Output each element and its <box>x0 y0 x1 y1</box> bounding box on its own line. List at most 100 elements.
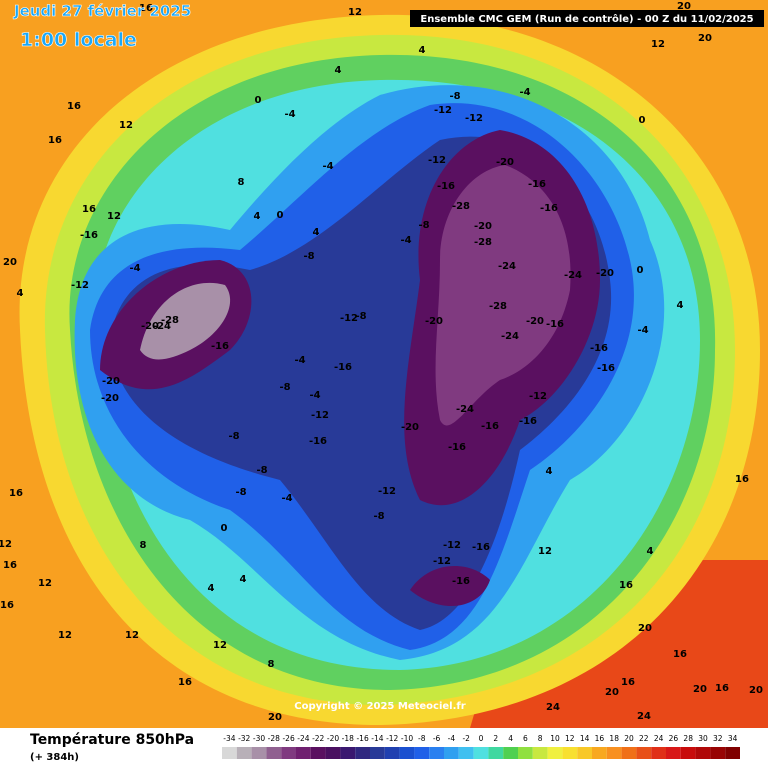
contour-label: -16 <box>452 576 470 587</box>
legend-lead: (+ 384h) <box>30 752 79 763</box>
colorbar-cell <box>666 747 681 759</box>
colorbar-label: -2 <box>462 734 470 743</box>
contour-label: -12 <box>443 540 461 551</box>
colorbar-cell <box>621 747 637 759</box>
date: Jeudi 27 février 2025 <box>13 2 191 20</box>
contour-label: 24 <box>546 702 560 713</box>
contour-label: 20 <box>677 1 691 12</box>
contour-label: 4 <box>240 574 247 585</box>
colorbar-cell <box>384 747 400 759</box>
contour-label: -8 <box>228 431 239 442</box>
contour-label: -20 <box>496 157 514 168</box>
contour-label: 12 <box>38 578 52 589</box>
contour-label: -4 <box>284 109 295 120</box>
contour-label: 16 <box>673 649 687 660</box>
colorbar-label: 22 <box>639 734 649 743</box>
contour-label: -8 <box>449 91 460 102</box>
contour-label: 16 <box>82 204 96 215</box>
contour-label: 4 <box>335 65 342 76</box>
contour-label: -4 <box>129 263 140 274</box>
contour-label: -8 <box>303 251 314 262</box>
contour-label: 12 <box>0 539 12 550</box>
contour-label: -24 <box>501 331 519 342</box>
contour-label: 20 <box>693 684 707 695</box>
contour-label: -12 <box>428 155 446 166</box>
colorbar-label: -12 <box>386 734 398 743</box>
colorbar-label: -20 <box>327 734 339 743</box>
colorbar-label: -8 <box>418 734 426 743</box>
colorbar-cell <box>281 747 296 759</box>
colorbar-cell <box>222 747 237 759</box>
contour-label: 0 <box>277 210 284 221</box>
contour-label: -28 <box>161 315 179 326</box>
contour-label: 16 <box>3 560 17 571</box>
contour-label: 24 <box>637 711 651 722</box>
contour-label: -8 <box>373 511 384 522</box>
contour-label: -20 <box>526 316 544 327</box>
contour-label: 12 <box>107 211 121 222</box>
colorbar-cell <box>680 747 696 759</box>
colorbar-label: 26 <box>669 734 679 743</box>
contour-label: 16 <box>9 488 23 499</box>
contour-label: -8 <box>418 220 429 231</box>
colorbar-label: -10 <box>401 734 413 743</box>
colorbar-label: -4 <box>448 734 456 743</box>
colorbar-cell <box>340 747 356 759</box>
model-info: Ensemble CMC GEM (Run de contrôle) - 00 … <box>420 13 753 25</box>
colorbar-cell <box>444 747 459 759</box>
contour-label: 4 <box>419 45 426 56</box>
contour-label: -4 <box>519 87 530 98</box>
contour-label: -16 <box>546 319 564 330</box>
colorbar-label: 6 <box>523 734 528 743</box>
contour-label: 12 <box>125 630 139 641</box>
contour-label: -20 <box>596 268 614 279</box>
contour-label: -16 <box>540 203 558 214</box>
contour-label: -20 <box>141 321 159 332</box>
colorbar-label: 16 <box>595 734 605 743</box>
colorbar-label: 18 <box>609 734 619 743</box>
colorbar-cell <box>606 747 622 759</box>
contour-label: 16 <box>715 683 729 694</box>
colorbar-cell <box>266 747 282 759</box>
colorbar-label: 14 <box>580 734 590 743</box>
colorbar-cell <box>310 747 326 759</box>
model-box <box>410 10 764 27</box>
contour-label: -16 <box>472 542 490 553</box>
colorbar-cell <box>725 747 740 759</box>
contour-label: -16 <box>437 181 455 192</box>
contour-label: -16 <box>80 230 98 241</box>
contour-label: -12 <box>340 313 358 324</box>
colorbar-label: 30 <box>698 734 708 743</box>
contour-label: 4 <box>254 211 261 222</box>
colorbar-cell <box>414 747 430 759</box>
contour-label: 20 <box>3 257 17 268</box>
contour-label: -24 <box>153 321 171 332</box>
contour-label: 16 <box>139 3 153 14</box>
colorbar-cell <box>518 747 533 759</box>
contour-label: -20 <box>474 221 492 232</box>
colorbar-cell <box>592 747 607 759</box>
contour-label: 20 <box>268 712 282 723</box>
colorbar-label: 4 <box>508 734 513 743</box>
contour-label: -4 <box>400 235 411 246</box>
contour-label: 16 <box>67 101 81 112</box>
colorbar-label: 10 <box>550 734 560 743</box>
colorbar-cell <box>532 747 548 759</box>
contour-label: -16 <box>519 416 537 427</box>
contour-label: 4 <box>647 546 654 557</box>
contour-label: -20 <box>401 422 419 433</box>
colorbar-cell <box>429 747 444 759</box>
contour-label: 0 <box>637 265 644 276</box>
colorbar-label: 0 <box>479 734 484 743</box>
colorbar-cell <box>636 747 652 759</box>
colorbar-cell <box>370 747 385 759</box>
colorbar-cell <box>695 747 711 759</box>
colorbar-label: 12 <box>565 734 575 743</box>
contour-label: -16 <box>481 421 499 432</box>
colorbar-cell <box>577 747 592 759</box>
contour-label: -12 <box>378 486 396 497</box>
contour-label: -24 <box>564 270 582 281</box>
colorbar-label: 24 <box>654 734 664 743</box>
contour-label: -16 <box>528 179 546 190</box>
